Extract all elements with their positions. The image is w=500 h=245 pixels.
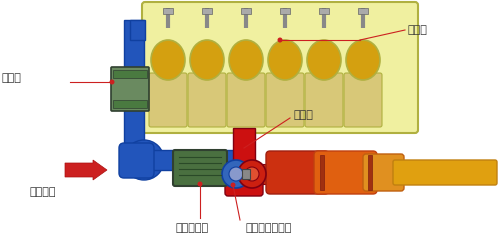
- FancyBboxPatch shape: [119, 143, 154, 178]
- FancyBboxPatch shape: [305, 73, 343, 127]
- Circle shape: [245, 167, 259, 181]
- Bar: [202, 8, 212, 14]
- Circle shape: [229, 167, 243, 181]
- FancyBboxPatch shape: [266, 73, 304, 127]
- Ellipse shape: [346, 40, 380, 80]
- Circle shape: [198, 182, 202, 186]
- Bar: [113, 70, 147, 78]
- FancyBboxPatch shape: [227, 73, 265, 127]
- FancyBboxPatch shape: [363, 154, 404, 191]
- Bar: [113, 100, 147, 108]
- Ellipse shape: [268, 40, 302, 80]
- Bar: [140, 150, 245, 170]
- Circle shape: [278, 37, 282, 42]
- Bar: [319, 8, 329, 14]
- Ellipse shape: [190, 40, 224, 80]
- FancyBboxPatch shape: [111, 67, 149, 111]
- Text: 空气滤清器: 空气滤清器: [175, 223, 208, 233]
- Bar: [130, 20, 145, 40]
- FancyBboxPatch shape: [188, 73, 226, 127]
- Text: 排气管: 排气管: [293, 110, 313, 120]
- Circle shape: [238, 160, 266, 188]
- Circle shape: [124, 140, 164, 180]
- Text: 中冷器: 中冷器: [2, 73, 22, 83]
- Bar: [320, 155, 324, 190]
- Ellipse shape: [151, 40, 185, 80]
- Ellipse shape: [307, 40, 341, 80]
- Text: 环境空气: 环境空气: [30, 187, 56, 197]
- Text: 废气涡轮增压器: 废气涡轮增压器: [245, 223, 292, 233]
- FancyArrow shape: [65, 160, 107, 180]
- FancyBboxPatch shape: [225, 172, 263, 196]
- FancyBboxPatch shape: [173, 150, 227, 186]
- Bar: [241, 8, 251, 14]
- Bar: [163, 8, 173, 14]
- Text: 发动机: 发动机: [407, 25, 427, 35]
- Bar: [242, 169, 250, 179]
- Circle shape: [110, 79, 114, 85]
- Bar: [258, 164, 273, 184]
- Circle shape: [222, 160, 250, 188]
- Bar: [358, 8, 368, 14]
- Bar: [124, 20, 144, 160]
- Bar: [233, 128, 255, 183]
- Ellipse shape: [229, 40, 263, 80]
- Bar: [280, 8, 290, 14]
- FancyBboxPatch shape: [149, 73, 187, 127]
- FancyBboxPatch shape: [344, 73, 382, 127]
- Circle shape: [230, 183, 235, 187]
- FancyBboxPatch shape: [266, 151, 329, 194]
- Bar: [368, 155, 372, 190]
- FancyBboxPatch shape: [142, 2, 418, 133]
- FancyBboxPatch shape: [393, 160, 497, 185]
- FancyBboxPatch shape: [314, 151, 377, 194]
